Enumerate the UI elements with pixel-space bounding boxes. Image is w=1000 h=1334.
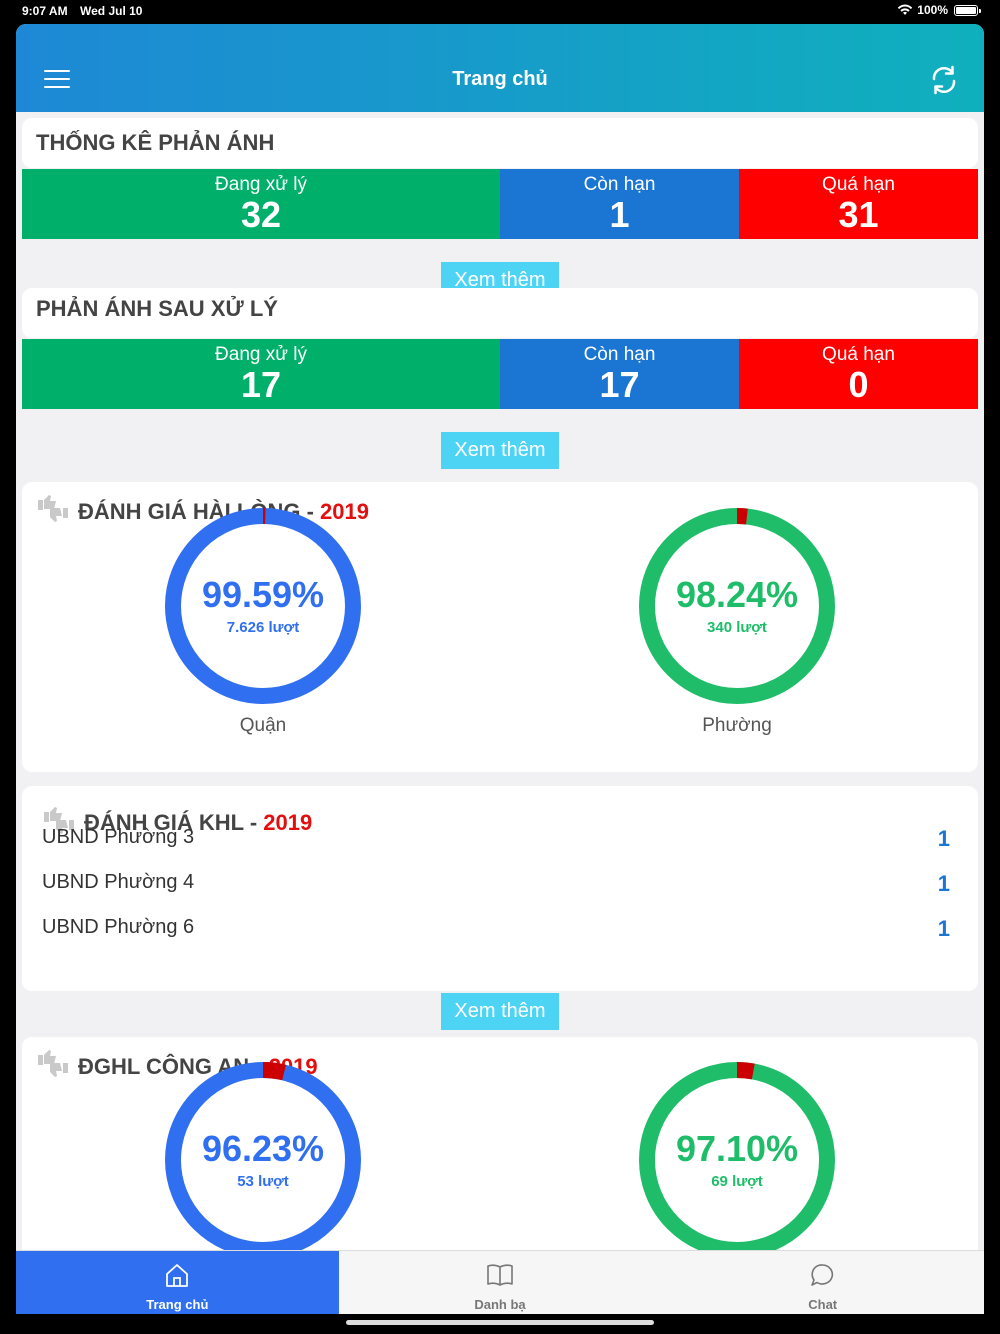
stat-con-han[interactable]: Còn hạn 1 bbox=[500, 169, 739, 239]
title-year: 2019 bbox=[263, 810, 313, 835]
donut-ring bbox=[165, 508, 361, 704]
khl-row-value: 1 bbox=[937, 871, 950, 896]
refresh-icon[interactable] bbox=[928, 64, 960, 96]
title-separator: - bbox=[300, 499, 321, 524]
donut-ring bbox=[165, 1062, 361, 1250]
khl-row-name: UBND Phường 4 bbox=[42, 871, 195, 893]
tab-label: Trang chủ bbox=[146, 1297, 209, 1312]
donut-dissatisfied-arc bbox=[639, 508, 835, 704]
main-content: THỐNG KÊ PHẢN ÁNH Đang xử lý 32 Còn hạn … bbox=[16, 112, 984, 1250]
khl-row-name: UBND Phường 6 bbox=[42, 916, 195, 938]
title-year: 2019 bbox=[320, 499, 369, 524]
thumbs-up-down-icon bbox=[38, 1050, 68, 1077]
donut-phuong[interactable]: 98.24% 340 lượt bbox=[637, 506, 837, 706]
khl-title-text: ĐÁNH GIÁ KHL bbox=[84, 810, 244, 835]
stat-label: Còn hạn bbox=[583, 344, 656, 365]
khl-row[interactable]: UBND Phường 6 1 bbox=[42, 916, 950, 946]
status-date: Wed Jul 10 bbox=[80, 4, 143, 18]
tab-bar: Trang chủ Danh bạ Chat bbox=[16, 1250, 984, 1314]
sau-xu-ly-card: PHẢN ÁNH SAU XỬ LÝ bbox=[22, 288, 978, 338]
khl-title: ĐÁNH GIÁ KHL - 2019 bbox=[84, 810, 312, 836]
tab-danh-ba[interactable]: Danh bạ bbox=[339, 1251, 662, 1314]
donut-count: 340 lượt bbox=[707, 619, 767, 636]
stat-value: 17 bbox=[599, 364, 640, 405]
tab-chat[interactable]: Chat bbox=[661, 1251, 984, 1314]
stat-label: Quá hạn bbox=[822, 174, 895, 195]
book-icon bbox=[487, 1264, 513, 1286]
donut-percent: 99.59% bbox=[201, 574, 325, 615]
donut-count: 7.626 lượt bbox=[226, 619, 300, 636]
donut-percent: 96.23% bbox=[201, 1128, 325, 1169]
status-time: 9:07 AM bbox=[22, 4, 68, 18]
donut-cong-an-2[interactable]: 97.10% 69 lượt bbox=[637, 1060, 837, 1250]
donut-ring bbox=[639, 508, 835, 704]
khl-row-name: UBND Phường 3 bbox=[42, 826, 195, 848]
khl-more-button[interactable]: Xem thêm bbox=[441, 993, 559, 1030]
stat-qua-han[interactable]: Quá hạn 31 bbox=[739, 169, 978, 239]
wifi-icon bbox=[898, 4, 913, 16]
page-title: Trang chủ bbox=[452, 68, 548, 90]
stat-dang-xu-ly[interactable]: Đang xử lý 32 bbox=[22, 169, 500, 239]
chat-bubble-icon bbox=[810, 1264, 833, 1286]
menu-icon[interactable] bbox=[44, 70, 70, 90]
stat-label: Đang xử lý bbox=[215, 344, 307, 365]
donut-percent: 98.24% bbox=[675, 574, 799, 615]
home-icon bbox=[166, 1264, 189, 1287]
stat-con-han[interactable]: Còn hạn 17 bbox=[500, 339, 739, 409]
donut-quan[interactable]: 99.59% 7.626 lượt bbox=[163, 506, 363, 706]
battery-percent: 100% bbox=[917, 3, 948, 17]
donut-dissatisfied-arc bbox=[165, 508, 361, 704]
khl-row[interactable]: UBND Phường 3 1 bbox=[42, 826, 950, 856]
thumbs-up-down-icon bbox=[44, 807, 74, 834]
sau-xu-ly-title: PHẢN ÁNH SAU XỬ LÝ bbox=[36, 296, 278, 321]
donut-caption: Quận bbox=[239, 715, 287, 736]
khl-row-value: 1 bbox=[937, 826, 950, 851]
status-right: 100% bbox=[897, 3, 981, 17]
donut-cong-an-1[interactable]: 96.23% 53 lượt bbox=[163, 1060, 363, 1250]
stat-value: 1 bbox=[609, 194, 630, 235]
stat-label: Còn hạn bbox=[583, 174, 656, 195]
donut-count: 53 lượt bbox=[237, 1173, 289, 1190]
stat-value: 31 bbox=[838, 194, 879, 235]
donut-ring bbox=[639, 1062, 835, 1250]
title-separator: - bbox=[243, 810, 264, 835]
khl-row-value: 1 bbox=[937, 916, 950, 941]
sau-xu-ly-stats: Đang xử lý 17 Còn hạn 17 Quá hạn 0 bbox=[22, 339, 978, 409]
sau-xu-ly-more-button[interactable]: Xem thêm bbox=[441, 432, 559, 469]
thong-ke-stats: Đang xử lý 32 Còn hạn 1 Quá hạn 31 bbox=[22, 169, 978, 239]
home-indicator bbox=[346, 1320, 654, 1325]
thong-ke-card: THỐNG KÊ PHẢN ÁNH bbox=[22, 118, 978, 168]
khl-row[interactable]: UBND Phường 4 1 bbox=[42, 871, 950, 901]
tab-label: Chat bbox=[808, 1297, 838, 1312]
tab-trang-chu[interactable]: Trang chủ bbox=[16, 1251, 339, 1314]
stat-value: 0 bbox=[848, 364, 869, 405]
app-screen: Trang chủ THỐNG KÊ PHẢN ÁNH Đang xử lý 3… bbox=[16, 24, 984, 1314]
stat-label: Quá hạn bbox=[822, 344, 895, 365]
stat-qua-han[interactable]: Quá hạn 0 bbox=[739, 339, 978, 409]
donut-dissatisfied-arc bbox=[639, 1062, 835, 1250]
stat-value: 32 bbox=[240, 194, 282, 235]
status-bar: 9:07 AM Wed Jul 10 100% bbox=[0, 0, 1000, 24]
stat-label: Đang xử lý bbox=[215, 174, 307, 195]
battery-icon bbox=[954, 4, 981, 16]
donut-caption: Phường bbox=[702, 715, 772, 736]
donut-count: 69 lượt bbox=[711, 1173, 763, 1190]
thumbs-up-down-icon bbox=[38, 495, 68, 522]
tab-label: Danh bạ bbox=[474, 1297, 526, 1312]
khl-card: ĐÁNH GIÁ KHL - 2019 bbox=[22, 786, 978, 991]
thong-ke-title: THỐNG KÊ PHẢN ÁNH bbox=[36, 130, 275, 155]
nav-bar: Trang chủ bbox=[16, 24, 984, 112]
donut-dissatisfied-arc bbox=[165, 1062, 361, 1250]
stat-dang-xu-ly[interactable]: Đang xử lý 17 bbox=[22, 339, 500, 409]
stat-value: 17 bbox=[240, 364, 282, 405]
donut-percent: 97.10% bbox=[675, 1128, 799, 1169]
